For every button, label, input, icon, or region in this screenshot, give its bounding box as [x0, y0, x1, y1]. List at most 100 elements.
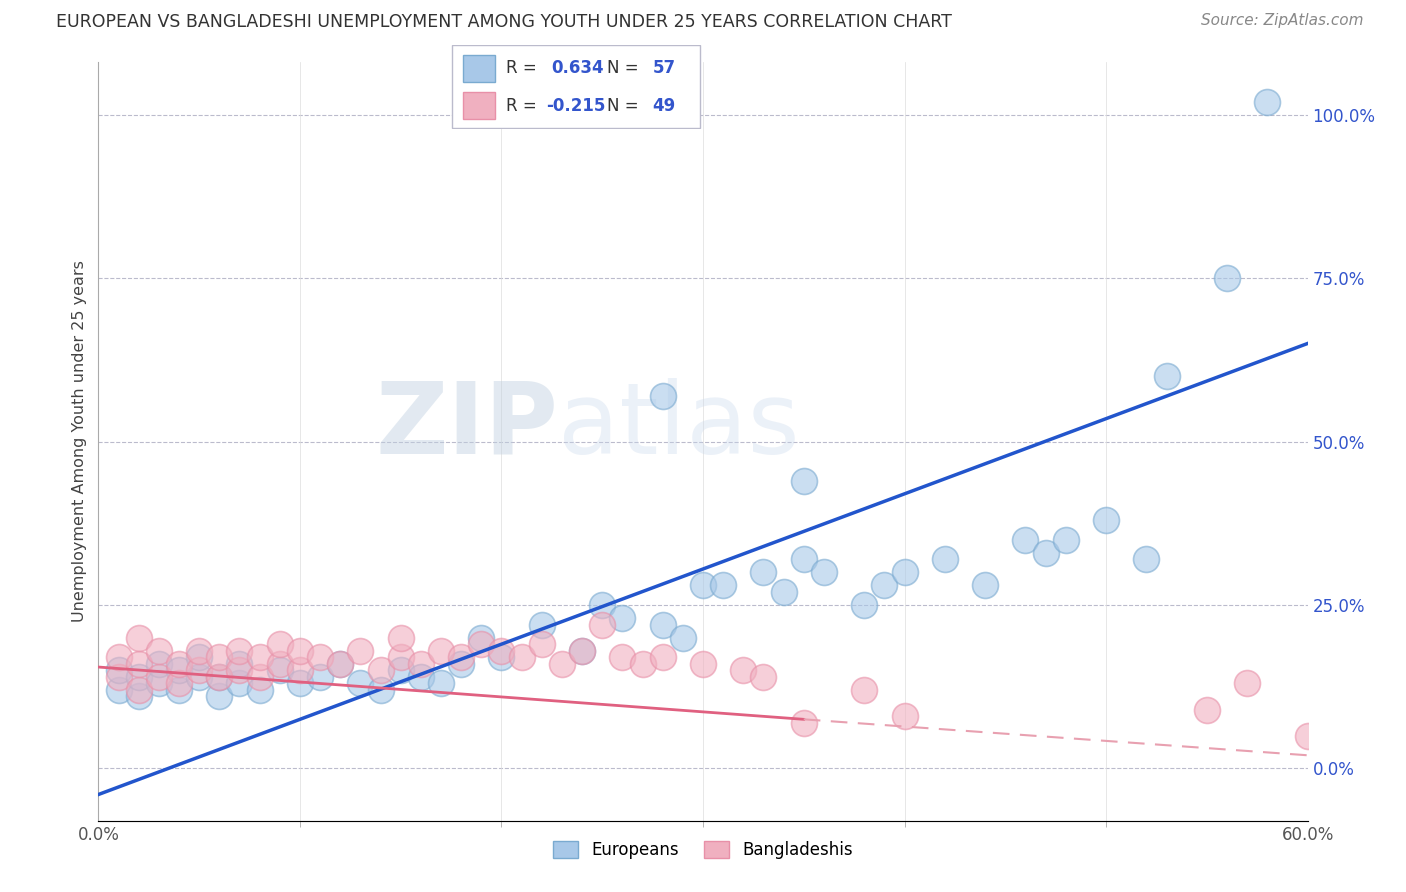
Point [389, 631, 412, 645]
Text: Source: ZipAtlas.com: Source: ZipAtlas.com [1201, 13, 1364, 29]
Point [288, 663, 311, 677]
Point [208, 690, 231, 704]
Text: EUROPEAN VS BANGLADESHI UNEMPLOYMENT AMONG YOUTH UNDER 25 YEARS CORRELATION CHAR: EUROPEAN VS BANGLADESHI UNEMPLOYMENT AMO… [56, 13, 952, 31]
Point [752, 670, 775, 684]
Point [672, 631, 695, 645]
Text: ZIP: ZIP [375, 378, 558, 475]
Point [752, 566, 775, 580]
Point [651, 389, 673, 403]
FancyBboxPatch shape [453, 45, 700, 128]
Y-axis label: Unemployment Among Youth under 25 years: Unemployment Among Youth under 25 years [72, 260, 87, 623]
Point [269, 657, 291, 671]
Text: N =: N = [607, 60, 644, 78]
FancyBboxPatch shape [463, 54, 495, 82]
Point [329, 657, 352, 671]
Point [893, 709, 915, 723]
Point [470, 631, 492, 645]
Point [853, 598, 876, 612]
Text: 57: 57 [652, 60, 675, 78]
Point [167, 657, 190, 671]
Point [370, 663, 392, 677]
Point [612, 611, 634, 625]
Point [450, 650, 472, 665]
Point [651, 650, 673, 665]
Point [530, 637, 553, 651]
Point [389, 650, 412, 665]
Point [188, 650, 211, 665]
Point [793, 715, 815, 730]
Point [208, 650, 231, 665]
Point [409, 657, 432, 671]
Point [1216, 271, 1239, 285]
Point [711, 578, 734, 592]
Point [349, 643, 371, 657]
Point [370, 682, 392, 697]
Point [349, 676, 371, 690]
Point [1014, 533, 1036, 547]
Point [974, 578, 997, 592]
Legend: Europeans, Bangladeshis: Europeans, Bangladeshis [547, 834, 859, 865]
Point [1054, 533, 1077, 547]
Point [1156, 369, 1178, 384]
Point [128, 690, 150, 704]
Point [148, 657, 170, 671]
Point [430, 643, 453, 657]
Point [793, 552, 815, 566]
Point [491, 650, 513, 665]
Point [853, 682, 876, 697]
Point [128, 682, 150, 697]
Point [1296, 729, 1319, 743]
Point [591, 617, 613, 632]
Text: R =: R = [506, 60, 541, 78]
Point [510, 650, 533, 665]
Point [188, 663, 211, 677]
Point [1236, 676, 1258, 690]
Point [389, 663, 412, 677]
Point [167, 682, 190, 697]
Point [208, 670, 231, 684]
Point [873, 578, 896, 592]
Point [530, 617, 553, 632]
Point [228, 643, 250, 657]
Text: atlas: atlas [558, 378, 800, 475]
Point [571, 643, 593, 657]
Point [470, 637, 492, 651]
Point [148, 676, 170, 690]
Text: 0.634: 0.634 [551, 60, 603, 78]
Point [491, 643, 513, 657]
Point [288, 643, 311, 657]
Point [128, 631, 150, 645]
Point [107, 663, 129, 677]
Point [450, 657, 472, 671]
Point [249, 650, 271, 665]
Point [188, 670, 211, 684]
Point [128, 670, 150, 684]
FancyBboxPatch shape [463, 92, 495, 120]
Point [1135, 552, 1157, 566]
Point [148, 670, 170, 684]
Point [934, 552, 956, 566]
Point [612, 650, 634, 665]
Point [409, 670, 432, 684]
Point [692, 657, 714, 671]
Point [107, 670, 129, 684]
Point [1256, 95, 1278, 109]
Point [249, 670, 271, 684]
Point [793, 474, 815, 488]
Point [228, 676, 250, 690]
Text: R =: R = [506, 96, 541, 114]
Point [269, 637, 291, 651]
Point [1035, 546, 1057, 560]
Point [591, 598, 613, 612]
Text: 49: 49 [652, 96, 676, 114]
Point [128, 657, 150, 671]
Point [692, 578, 714, 592]
Point [1095, 513, 1118, 527]
Point [249, 682, 271, 697]
Point [107, 650, 129, 665]
Point [430, 676, 453, 690]
Point [571, 643, 593, 657]
Point [269, 663, 291, 677]
Point [309, 650, 332, 665]
Point [733, 663, 755, 677]
